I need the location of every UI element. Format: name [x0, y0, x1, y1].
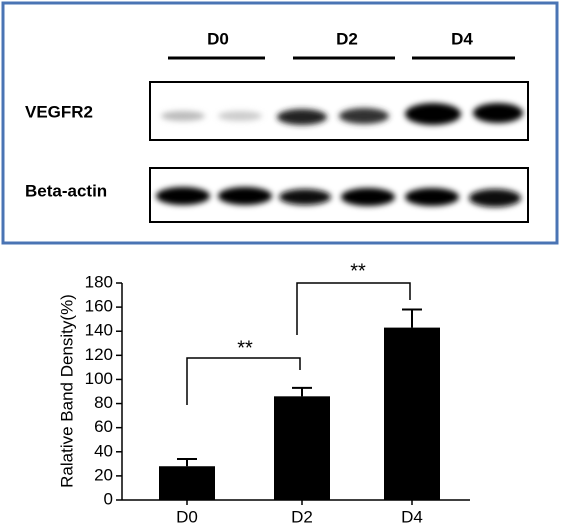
- y-tick-label: 80: [94, 393, 113, 412]
- lane-label: D0: [207, 29, 229, 48]
- y-tick-label: 60: [94, 417, 113, 436]
- error-bar: [292, 386, 312, 397]
- significance: **: [350, 260, 366, 282]
- bar: [384, 327, 440, 500]
- lane-label: D4: [451, 29, 473, 48]
- x-tick-label: D4: [401, 507, 423, 526]
- y-tick-label: 140: [85, 321, 113, 340]
- row-label: Beta-actin: [25, 181, 107, 200]
- y-tick-label: 180: [85, 272, 113, 291]
- y-tick-label: 120: [85, 345, 113, 364]
- x-tick-label: D0: [176, 507, 198, 526]
- lane-label: D2: [336, 29, 358, 48]
- y-tick-label: 160: [85, 297, 113, 316]
- bar: [159, 466, 215, 500]
- blot-strip: [149, 81, 529, 141]
- significance-brackets: [186, 282, 411, 405]
- blot-panel: [1, 1, 559, 245]
- bands: [156, 103, 523, 207]
- y-tick-label: 20: [94, 465, 113, 484]
- error-bar: [402, 308, 422, 328]
- bar: [274, 396, 330, 500]
- blot-strip: [149, 167, 529, 223]
- y-tick-label: 0: [104, 489, 113, 508]
- x-tick-label: D2: [291, 507, 313, 526]
- error-bar: [177, 458, 197, 467]
- y-axis-label: Ralative Band Density(%): [57, 294, 76, 488]
- y-tick-label: 40: [94, 441, 113, 460]
- row-label: VEGFR2: [25, 102, 93, 121]
- significance: **: [237, 337, 253, 359]
- y-tick-label: 100: [85, 369, 113, 388]
